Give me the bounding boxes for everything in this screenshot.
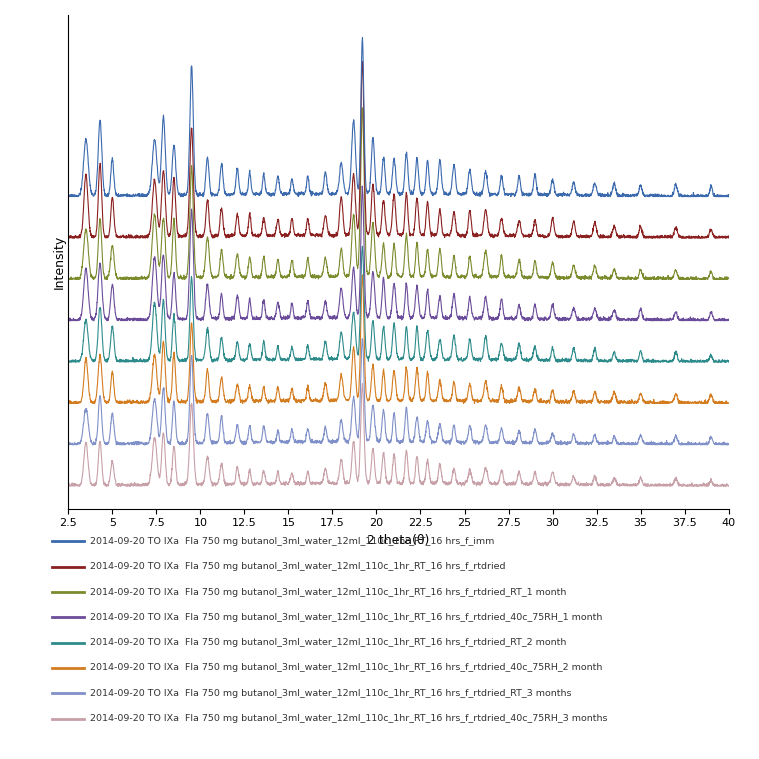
Text: 2014-09-20 TO IXa  Fla 750 mg butanol_3ml_water_12ml_110c_1hr_RT_16 hrs_f_rtdrie: 2014-09-20 TO IXa Fla 750 mg butanol_3ml… [90,587,567,597]
Text: 2014-09-20 TO IXa  Fla 750 mg butanol_3ml_water_12ml_110c_1hr_RT_16 hrs_f_rtdrie: 2014-09-20 TO IXa Fla 750 mg butanol_3ml… [90,562,506,572]
Y-axis label: Intensity: Intensity [52,235,65,289]
Text: 2014-09-20 TO IXa  Fla 750 mg butanol_3ml_water_12ml_110c_1hr_RT_16 hrs_f_rtdrie: 2014-09-20 TO IXa Fla 750 mg butanol_3ml… [90,663,603,672]
Text: 2014-09-20 TO IXa  Fla 750 mg butanol_3ml_water_12ml_110c_1hr_RT_16 hrs_f_rtdrie: 2014-09-20 TO IXa Fla 750 mg butanol_3ml… [90,688,572,698]
X-axis label: 2 theta(θ): 2 theta(θ) [367,534,430,546]
Text: 2014-09-20 TO IXa  Fla 750 mg butanol_3ml_water_12ml_110c_1hr_RT_16 hrs_f_rtdrie: 2014-09-20 TO IXa Fla 750 mg butanol_3ml… [90,714,608,723]
Text: 2014-09-20 TO IXa  Fla 750 mg butanol_3ml_water_12ml_110c_1hr_RT_16 hrs_f_imm: 2014-09-20 TO IXa Fla 750 mg butanol_3ml… [90,537,495,546]
Text: 2014-09-20 TO IXa  Fla 750 mg butanol_3ml_water_12ml_110c_1hr_RT_16 hrs_f_rtdrie: 2014-09-20 TO IXa Fla 750 mg butanol_3ml… [90,638,567,647]
Text: 2014-09-20 TO IXa  Fla 750 mg butanol_3ml_water_12ml_110c_1hr_RT_16 hrs_f_rtdrie: 2014-09-20 TO IXa Fla 750 mg butanol_3ml… [90,613,603,622]
